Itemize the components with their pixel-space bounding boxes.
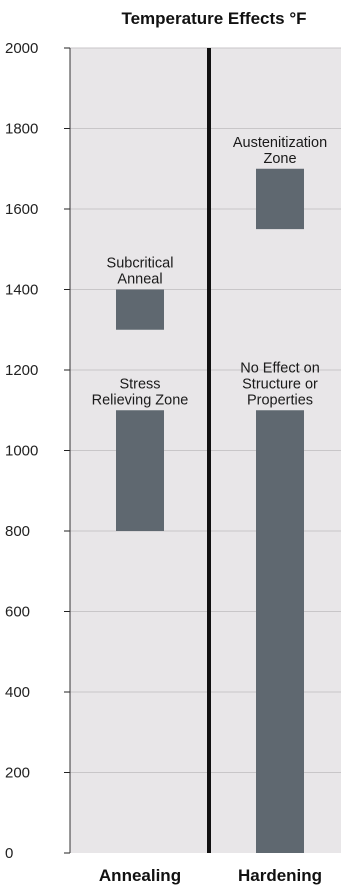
range-bar xyxy=(116,410,164,531)
y-tick-label: 800 xyxy=(5,523,30,540)
y-tick-label: 0 xyxy=(5,845,13,862)
y-tick-label: 1400 xyxy=(5,282,38,299)
bar-label: Stress xyxy=(119,376,160,392)
bar-label: Structure or xyxy=(242,376,318,392)
category-label: Hardening xyxy=(238,866,322,885)
chart-title: Temperature Effects °F xyxy=(121,9,306,28)
range-bar xyxy=(256,410,304,853)
bar-label: No Effect on xyxy=(240,360,320,376)
category-label: Annealing xyxy=(99,866,181,885)
bar-label: Austenitization xyxy=(233,135,327,151)
grid-lines xyxy=(70,47,341,773)
bar-label: Anneal xyxy=(117,272,162,288)
category-labels: Annealing Hardening xyxy=(99,866,322,885)
bar-label: Subcritical xyxy=(107,256,174,272)
y-axis: 0 200 400 600 800 1000 1200 1400 1600 1800 2000 xyxy=(5,40,71,862)
y-tick-label: 1200 xyxy=(5,362,38,379)
y-tick-label: 1000 xyxy=(5,443,38,460)
y-tick-label: 200 xyxy=(5,765,30,782)
range-bar xyxy=(256,168,304,230)
range-bar xyxy=(116,289,164,330)
y-tick-label: 2000 xyxy=(5,40,38,57)
bar-label: Properties xyxy=(247,392,313,408)
y-tick-label: 1600 xyxy=(5,201,38,218)
y-tick-label: 1800 xyxy=(5,121,38,138)
bar-label: Relieving Zone xyxy=(92,392,189,408)
y-tick-label: 600 xyxy=(5,604,30,621)
y-tick-label: 400 xyxy=(5,684,30,701)
bar-label: Zone xyxy=(263,151,296,167)
